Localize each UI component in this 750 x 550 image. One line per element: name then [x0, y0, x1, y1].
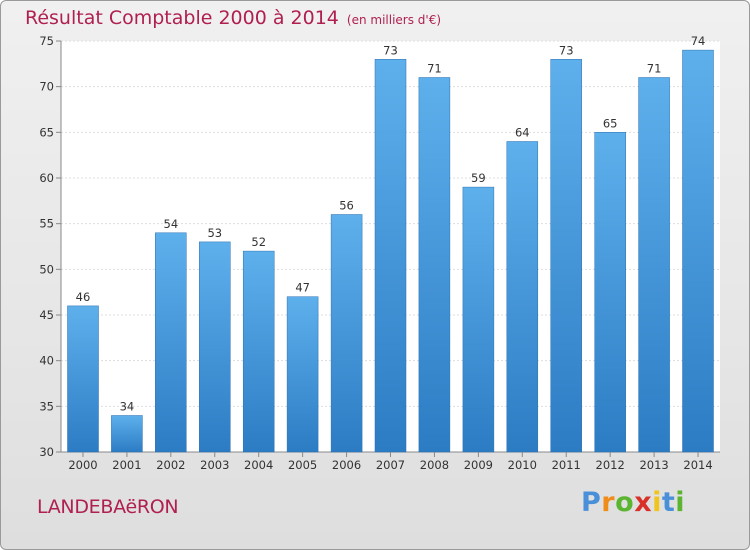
bar-2004 [242, 250, 275, 453]
x-tick-label-2014: 2014 [683, 458, 712, 472]
data-label-2014: 74 [691, 34, 706, 48]
chart-title: Résultat Comptable 2000 à 2014 (en millie… [25, 7, 441, 29]
y-tick-label-6: 60 [39, 171, 54, 185]
logo-letter: r [601, 487, 616, 518]
x-tick-label-2009: 2009 [464, 458, 493, 472]
bar-2014 [682, 49, 714, 453]
logo-letter: x [634, 487, 653, 518]
x-tick-label-2005: 2005 [288, 458, 317, 472]
y-tick-label-1: 35 [39, 399, 54, 413]
bar-2008 [418, 77, 451, 453]
data-label-2004: 52 [251, 235, 266, 249]
bar-2011 [550, 59, 582, 453]
bar-2009 [462, 186, 495, 453]
data-label-2007: 73 [383, 43, 398, 57]
y-tick-label-8: 70 [39, 80, 54, 94]
data-label-2002: 54 [164, 217, 179, 231]
bar-2006 [330, 214, 363, 453]
logo-letter: t [661, 487, 676, 518]
y-tick-label-7: 65 [39, 125, 54, 139]
data-label-2012: 65 [603, 116, 618, 130]
x-tick-label-2004: 2004 [244, 458, 273, 472]
x-tick-label-2007: 2007 [376, 458, 405, 472]
logo-letter: i [652, 487, 662, 518]
bar-2002 [155, 232, 187, 453]
data-label-2008: 71 [427, 62, 442, 76]
y-tick-label-5: 55 [39, 217, 54, 231]
x-tick-label-2011: 2011 [552, 458, 581, 472]
x-tick-label-2002: 2002 [156, 458, 185, 472]
bar-2013 [638, 77, 670, 453]
data-label-2003: 53 [207, 226, 222, 240]
bar-2003 [199, 241, 231, 453]
y-tick-label-2: 40 [39, 354, 54, 368]
commune-name: LANDEBAëRON [37, 496, 179, 518]
data-label-2009: 59 [471, 171, 486, 185]
data-label-2005: 47 [295, 281, 310, 295]
data-label-2006: 56 [339, 199, 354, 213]
x-tick-label-2006: 2006 [332, 458, 361, 472]
x-tick-label-2013: 2013 [639, 458, 668, 472]
chart-title-text: Résultat Comptable 2000 à 2014 [25, 7, 339, 29]
bar-2000 [67, 305, 99, 453]
x-tick-label-2012: 2012 [596, 458, 625, 472]
data-label-2001: 34 [120, 399, 135, 413]
data-label-2010: 64 [515, 125, 530, 139]
y-tick-label-9: 75 [39, 34, 54, 48]
x-tick-label-2008: 2008 [420, 458, 449, 472]
y-tick-label-0: 30 [39, 445, 54, 459]
y-tick-label-3: 45 [39, 308, 54, 322]
proxiti-logo: Proxiti [581, 487, 685, 518]
y-tick-label-4: 50 [39, 262, 54, 276]
chart-subtitle: (en milliers d'€) [346, 13, 442, 27]
logo-letter: o [615, 487, 635, 518]
data-label-2011: 73 [559, 43, 574, 57]
data-label-2000: 46 [76, 290, 91, 304]
bar-2012 [594, 132, 626, 453]
bar-2005 [286, 296, 319, 453]
x-tick-label-2003: 2003 [200, 458, 229, 472]
x-tick-label-2001: 2001 [112, 458, 141, 472]
bar-2007 [374, 59, 407, 453]
logo-letter: P [581, 487, 602, 518]
x-tick-label-2010: 2010 [508, 458, 537, 472]
bar-2010 [506, 141, 539, 453]
logo-letter: i [675, 487, 686, 518]
x-tick-label-2000: 2000 [68, 458, 97, 472]
bar-2001 [111, 415, 143, 453]
data-label-2013: 71 [647, 62, 662, 76]
